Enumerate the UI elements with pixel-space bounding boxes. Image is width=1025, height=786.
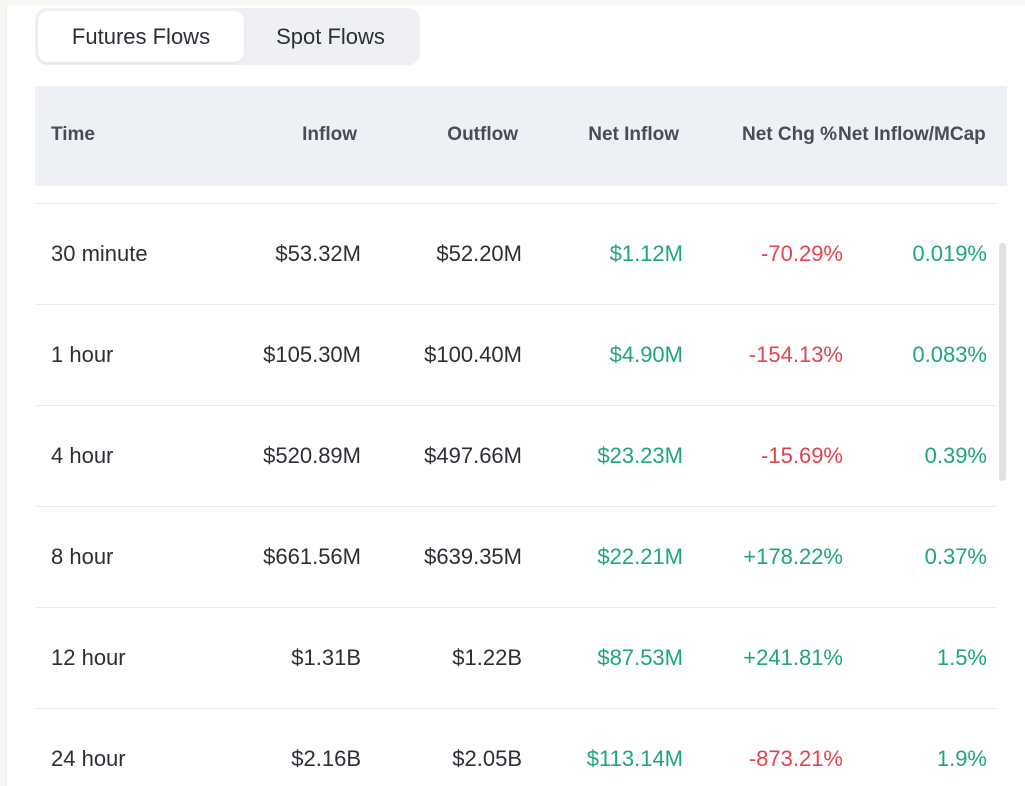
row-outflow: $497.66M [424,443,522,468]
row-inflow: $105.30M [263,342,361,367]
row-outflow: $1.22B [452,645,522,670]
row-net-chg: -70.29% [761,241,843,266]
row-net-inflow-mcap: 1.5% [936,645,987,670]
table-divider [35,203,997,204]
row-net-inflow-mcap: 1.9% [936,746,987,771]
table-row[interactable]: 8 hour $661.56M $639.35M $22.21M +178.22% 0.3… [35,507,997,608]
row-net-chg: -15.69% [761,443,843,468]
row-time: 12 hour [51,645,126,670]
column-header-inflow[interactable]: Inflow [302,124,357,145]
row-net-inflow: $1.12M [609,241,683,266]
column-header-net-chg[interactable]: Net Chg % [742,124,837,145]
tab-futures-flows[interactable]: Futures Flows [38,11,244,62]
row-time: 30 minute [51,241,148,266]
row-net-inflow-mcap: 0.083% [912,342,987,367]
table-row[interactable]: 24 hour $2.16B $2.05B $113.14M -873.21% 1.9% [35,709,997,786]
row-net-chg: -873.21% [748,746,843,771]
column-header-outflow[interactable]: Outflow [447,124,518,145]
table-row[interactable]: 4 hour $520.89M $497.66M $23.23M -15.69% 0.39… [35,406,997,507]
table-header: Time Inflow Outflow Net Inflow Net Chg %… [35,86,1007,186]
flow-type-tabs: Futures Flows Spot Flows [35,8,420,65]
row-inflow: $1.31B [291,645,361,670]
row-time: 24 hour [51,746,126,771]
column-header-net-inflow-mcap[interactable]: Net Inflow/MCap [838,124,986,145]
tab-spot-flows[interactable]: Spot Flows [276,23,385,49]
row-net-inflow: $113.14M [586,746,683,771]
row-outflow: $2.05B [452,746,522,771]
table-row[interactable]: 1 hour $105.30M $100.40M $4.90M -154.13% 0.08… [35,305,997,406]
column-header-net-inflow[interactable]: Net Inflow [588,124,679,145]
row-outflow: $100.40M [424,342,522,367]
row-inflow: $53.32M [275,241,361,266]
row-net-chg: +241.81% [743,645,843,670]
row-time: 4 hour [51,443,114,468]
row-net-inflow: $23.23M [597,443,683,468]
row-time: 8 hour [51,544,114,569]
row-inflow: $661.56M [263,544,361,569]
row-inflow: $2.16B [291,746,361,771]
row-time: 1 hour [51,342,114,367]
row-net-inflow: $4.90M [609,342,683,367]
row-net-inflow: $87.53M [597,645,683,670]
row-net-inflow-mcap: 0.019% [912,241,987,266]
row-net-chg: +178.22% [743,544,843,569]
row-inflow: $520.89M [263,443,361,468]
column-header-time[interactable]: Time [51,124,96,145]
table-row[interactable]: 12 hour $1.31B $1.22B $87.53M +241.81% 1.5% [35,608,997,709]
row-outflow: $639.35M [424,544,522,569]
row-outflow: $52.20M [436,241,522,266]
row-net-inflow-mcap: 0.39% [924,443,987,468]
row-net-inflow-mcap: 0.37% [924,544,987,569]
flows-panel: Futures Flows Spot Flows Time Inflow Out… [6,5,1025,786]
row-net-chg: -154.13% [748,342,843,367]
table-row[interactable]: 30 minute $53.32M $52.20M $1.12M -70.29% 0.01… [35,204,997,305]
table-scrollbar[interactable] [999,243,1006,481]
row-net-inflow: $22.21M [597,544,683,569]
